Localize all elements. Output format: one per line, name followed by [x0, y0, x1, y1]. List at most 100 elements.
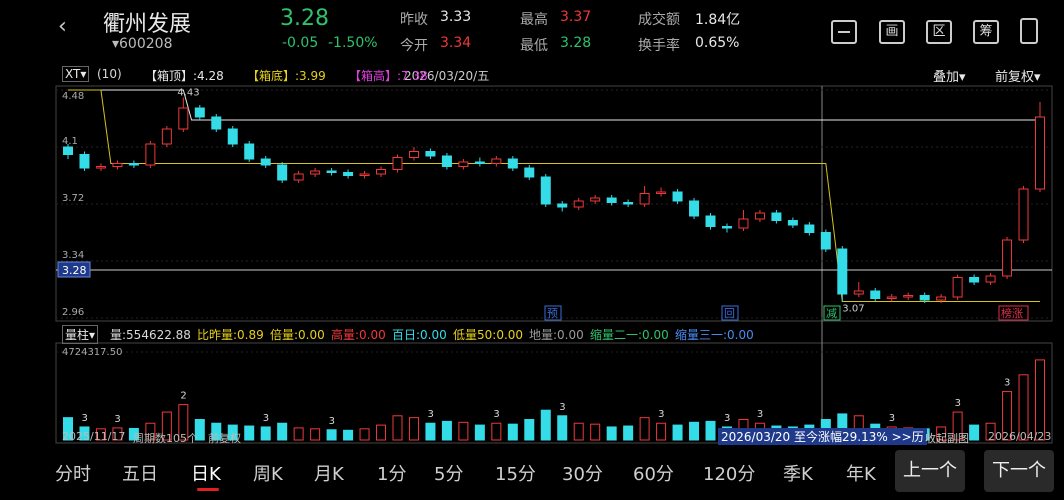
period-tab[interactable]: 30分	[562, 464, 603, 485]
box-top-line	[68, 89, 1040, 121]
volume-legend-item: 高量:0.00	[331, 328, 386, 342]
candle-body	[392, 157, 403, 170]
stat-label: 成交额	[638, 12, 680, 28]
volume-bar	[1018, 374, 1029, 441]
volume-bar	[79, 426, 90, 441]
period-tab[interactable]: 周K	[253, 464, 283, 485]
marker-label: 预	[547, 307, 558, 320]
period-tab[interactable]: 月K	[314, 464, 344, 485]
volume-bar	[161, 411, 172, 441]
marker-box	[823, 305, 841, 321]
period-tab[interactable]: 日K	[191, 460, 221, 491]
volume-bar	[1002, 391, 1013, 441]
candle-body	[178, 107, 189, 130]
volume-tag: 3	[757, 409, 763, 420]
period-tab[interactable]: 分时	[55, 464, 91, 485]
candle-body	[1002, 239, 1013, 277]
rotate-icon[interactable]	[1020, 18, 1038, 44]
volume-frame	[55, 342, 1053, 444]
candle-body	[804, 224, 815, 233]
volume-legend-item: 百日:0.00	[392, 328, 447, 342]
volume-bar	[969, 424, 980, 441]
period-tab[interactable]: 五日	[122, 464, 158, 485]
candle-body	[721, 226, 732, 229]
volume-bar	[211, 422, 222, 441]
volume-bar	[277, 422, 288, 441]
current-price-box	[57, 261, 91, 278]
period-tab[interactable]: 年K	[846, 464, 876, 485]
volume-bar	[178, 404, 189, 441]
volume-bar	[376, 424, 387, 441]
y-tick-label: 3.72	[62, 193, 84, 204]
range-icon[interactable]: 区	[926, 20, 952, 44]
candle-body	[919, 295, 930, 301]
chips-icon[interactable]: 筹	[973, 20, 999, 44]
marker-box	[998, 305, 1029, 321]
candle-body	[244, 143, 255, 160]
low-label: 3.07	[842, 304, 864, 315]
candle-body	[277, 164, 288, 181]
volume-bar	[1035, 359, 1045, 441]
candle-body	[293, 173, 304, 181]
period-tab[interactable]: 15分	[495, 464, 536, 485]
stat-label: 最高	[520, 12, 548, 28]
volume-legend-item: 倍量:0.00	[270, 328, 325, 342]
candle-body	[787, 220, 798, 226]
volume-tag: 3	[114, 414, 120, 425]
volume-tag: 3	[493, 409, 499, 420]
candle-body	[573, 200, 584, 208]
stat-label: 昨收	[400, 12, 428, 28]
overlay-button[interactable]: 叠加▾	[933, 70, 966, 85]
draw-icon[interactable]: 画	[879, 20, 905, 44]
candle-body	[128, 163, 139, 166]
period-tab[interactable]: 60分	[633, 464, 674, 485]
volume-bar	[672, 424, 683, 441]
period-tab[interactable]: 1分	[377, 464, 407, 485]
candle-body	[1018, 188, 1029, 241]
volume-bar	[689, 421, 700, 441]
volume-bar	[540, 409, 551, 441]
prev-button[interactable]: 上一个	[895, 450, 965, 492]
candle-body	[623, 202, 634, 205]
period-tab[interactable]: 5分	[434, 464, 464, 485]
candle-body	[194, 107, 205, 118]
volume-legend-item: 缩量三一:0.00	[675, 328, 754, 342]
stat-value: 3.33	[440, 9, 472, 25]
period-tab[interactable]: 季K	[783, 464, 813, 485]
volume-bar	[326, 429, 337, 441]
candle-body	[557, 203, 568, 208]
candle-body	[952, 277, 963, 298]
high-label: 4.43	[177, 88, 199, 99]
marker-label: 减	[826, 307, 837, 320]
marker-box	[721, 305, 739, 321]
volume-bar	[557, 415, 568, 441]
since-gain[interactable]: 2026/03/20 至今涨幅29.13% >>历	[718, 428, 927, 445]
candle-body	[507, 158, 518, 169]
volume-indicator-select[interactable]: 量柱▾	[62, 325, 99, 344]
candle-body	[260, 158, 271, 166]
candle-body	[211, 116, 222, 130]
stat-value: 3.34	[440, 35, 472, 51]
candle-body	[886, 296, 897, 299]
candle-body	[853, 290, 864, 295]
volume-tag: 3	[658, 409, 664, 420]
candle-body	[310, 170, 321, 175]
volume-bar	[524, 419, 535, 441]
marker-box	[544, 305, 562, 321]
collapse-button[interactable]: 收起副图	[925, 432, 969, 445]
volume-bar	[63, 417, 73, 441]
indicator-select[interactable]: XT▾	[62, 66, 90, 82]
candle-body	[474, 161, 485, 164]
period-tab[interactable]: 120分	[703, 464, 756, 485]
minimize-icon[interactable]	[831, 20, 857, 44]
candle-body	[754, 212, 765, 220]
volume-bar	[474, 424, 485, 441]
next-button[interactable]: 下一个	[984, 450, 1054, 492]
adjust-button[interactable]: 前复权▾	[995, 70, 1041, 85]
toolbar-item: 【箱底】:3.99	[247, 69, 326, 83]
stat-value: 3.28	[560, 35, 592, 51]
candle-body	[771, 212, 782, 221]
price: 3.28	[280, 6, 329, 31]
back-button[interactable]: ‹	[58, 14, 67, 39]
